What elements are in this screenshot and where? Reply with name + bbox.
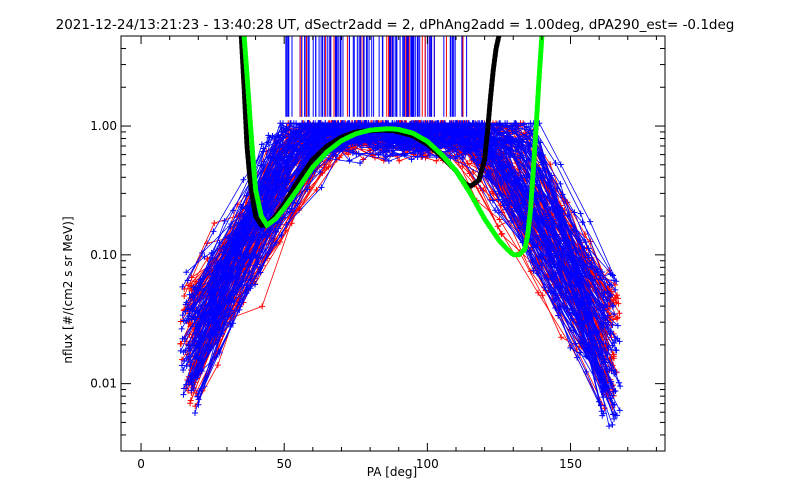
- blue-profile-point: [571, 209, 578, 216]
- blue-profile-point: [577, 210, 584, 217]
- blue-profile-point: [318, 184, 325, 191]
- red-profile-point: [539, 292, 546, 299]
- blue-profile-point: [210, 228, 217, 235]
- blue-profile-point: [587, 218, 594, 225]
- red-profile-point: [477, 185, 484, 192]
- red-profile-point: [558, 334, 565, 341]
- red-profile-point: [211, 220, 218, 227]
- plot-area: [177, 36, 624, 430]
- red-profile-point: [614, 292, 621, 299]
- blue-profile-point: [599, 412, 606, 419]
- blue-profile-point: [180, 317, 187, 324]
- blue-profile-point: [609, 421, 616, 428]
- red-profile-point: [614, 314, 621, 321]
- red-profile-point: [181, 293, 188, 300]
- blue-profile-point: [557, 161, 564, 168]
- red-profile-point: [336, 154, 343, 161]
- red-profile-point: [259, 303, 266, 310]
- blue-profile-point: [190, 314, 197, 321]
- blue-profile-point: [199, 250, 206, 257]
- red-profile-point: [396, 157, 403, 164]
- blue-profile-point: [192, 410, 199, 417]
- blue-profile-point: [521, 121, 528, 128]
- blue-profile-point: [530, 267, 537, 274]
- blue-profile-point: [180, 366, 187, 373]
- red-profile-point: [288, 220, 295, 227]
- red-profile-point: [498, 231, 505, 238]
- red-profile-point: [345, 151, 352, 158]
- y-tick-label: 1.00: [90, 119, 117, 133]
- red-profile-point: [610, 353, 617, 360]
- red-profile-point: [535, 289, 542, 296]
- red-profile-point: [498, 230, 505, 237]
- blue-profile-point: [180, 391, 187, 398]
- blue-profile-point: [186, 346, 193, 353]
- red-profile-point: [187, 400, 194, 407]
- blue-profile-point: [179, 283, 186, 290]
- blue-profile-point: [606, 423, 613, 430]
- x-tick-label: 50: [277, 457, 292, 471]
- blue-profile-point: [610, 411, 617, 418]
- chart-title: 2021-12-24/13:21:23 - 13:40:28 UT, dSect…: [56, 17, 735, 33]
- blue-profile-point: [567, 344, 574, 351]
- blue-profile-point: [182, 347, 189, 354]
- blue-profile-point: [358, 144, 365, 151]
- red-profile-point: [496, 216, 503, 223]
- blue-profile-point: [279, 141, 286, 148]
- red-profile-point: [614, 295, 621, 302]
- red-profile-point: [325, 163, 332, 170]
- blue-profile-point: [279, 120, 286, 127]
- marker-lines: [285, 36, 468, 117]
- red-profile-point: [214, 362, 221, 369]
- y-axis-label: nflux [#/(cm2 s sr MeV)]: [61, 216, 75, 363]
- y-tick-label: 0.10: [90, 248, 117, 262]
- blue-profile-point: [230, 207, 237, 214]
- blue-profile-point: [610, 277, 617, 284]
- x-tick-label: 100: [416, 457, 439, 471]
- red-profile-point: [276, 238, 283, 245]
- x-tick-label: 0: [137, 457, 145, 471]
- blue-profile-point: [195, 401, 202, 408]
- red-profile-point: [313, 187, 320, 194]
- blue-profile-point: [612, 286, 619, 293]
- blue-profile-point: [178, 325, 185, 332]
- blue-profile-point: [221, 217, 228, 224]
- red-profile-point: [177, 318, 184, 325]
- blue-profile-point: [498, 180, 505, 187]
- red-profile-point: [360, 156, 367, 163]
- red-profile-point: [527, 268, 534, 275]
- x-tick-label: 150: [559, 457, 582, 471]
- blue-profile-point: [506, 154, 513, 161]
- blue-profile-point: [304, 186, 311, 193]
- blue-profile-point: [614, 322, 621, 329]
- blue-profile-point: [616, 407, 623, 414]
- red-profile-point: [615, 300, 622, 307]
- blue-profile-point: [517, 174, 524, 181]
- blue-profile-point: [606, 367, 613, 374]
- data-layer: [177, 36, 624, 430]
- x-axis-label: PA [deg]: [367, 465, 417, 479]
- blue-profile-point: [552, 159, 559, 166]
- blue-profile-point: [617, 383, 624, 390]
- y-tick-label: 0.01: [90, 377, 117, 391]
- blue-profile-point: [240, 176, 247, 183]
- blue-profile-point: [611, 415, 618, 422]
- red-profile-point: [177, 340, 184, 347]
- red-profile-point: [422, 154, 429, 161]
- blue-profile-point: [179, 312, 186, 319]
- red-profile-point: [616, 310, 623, 317]
- blue-profile-point: [559, 285, 566, 292]
